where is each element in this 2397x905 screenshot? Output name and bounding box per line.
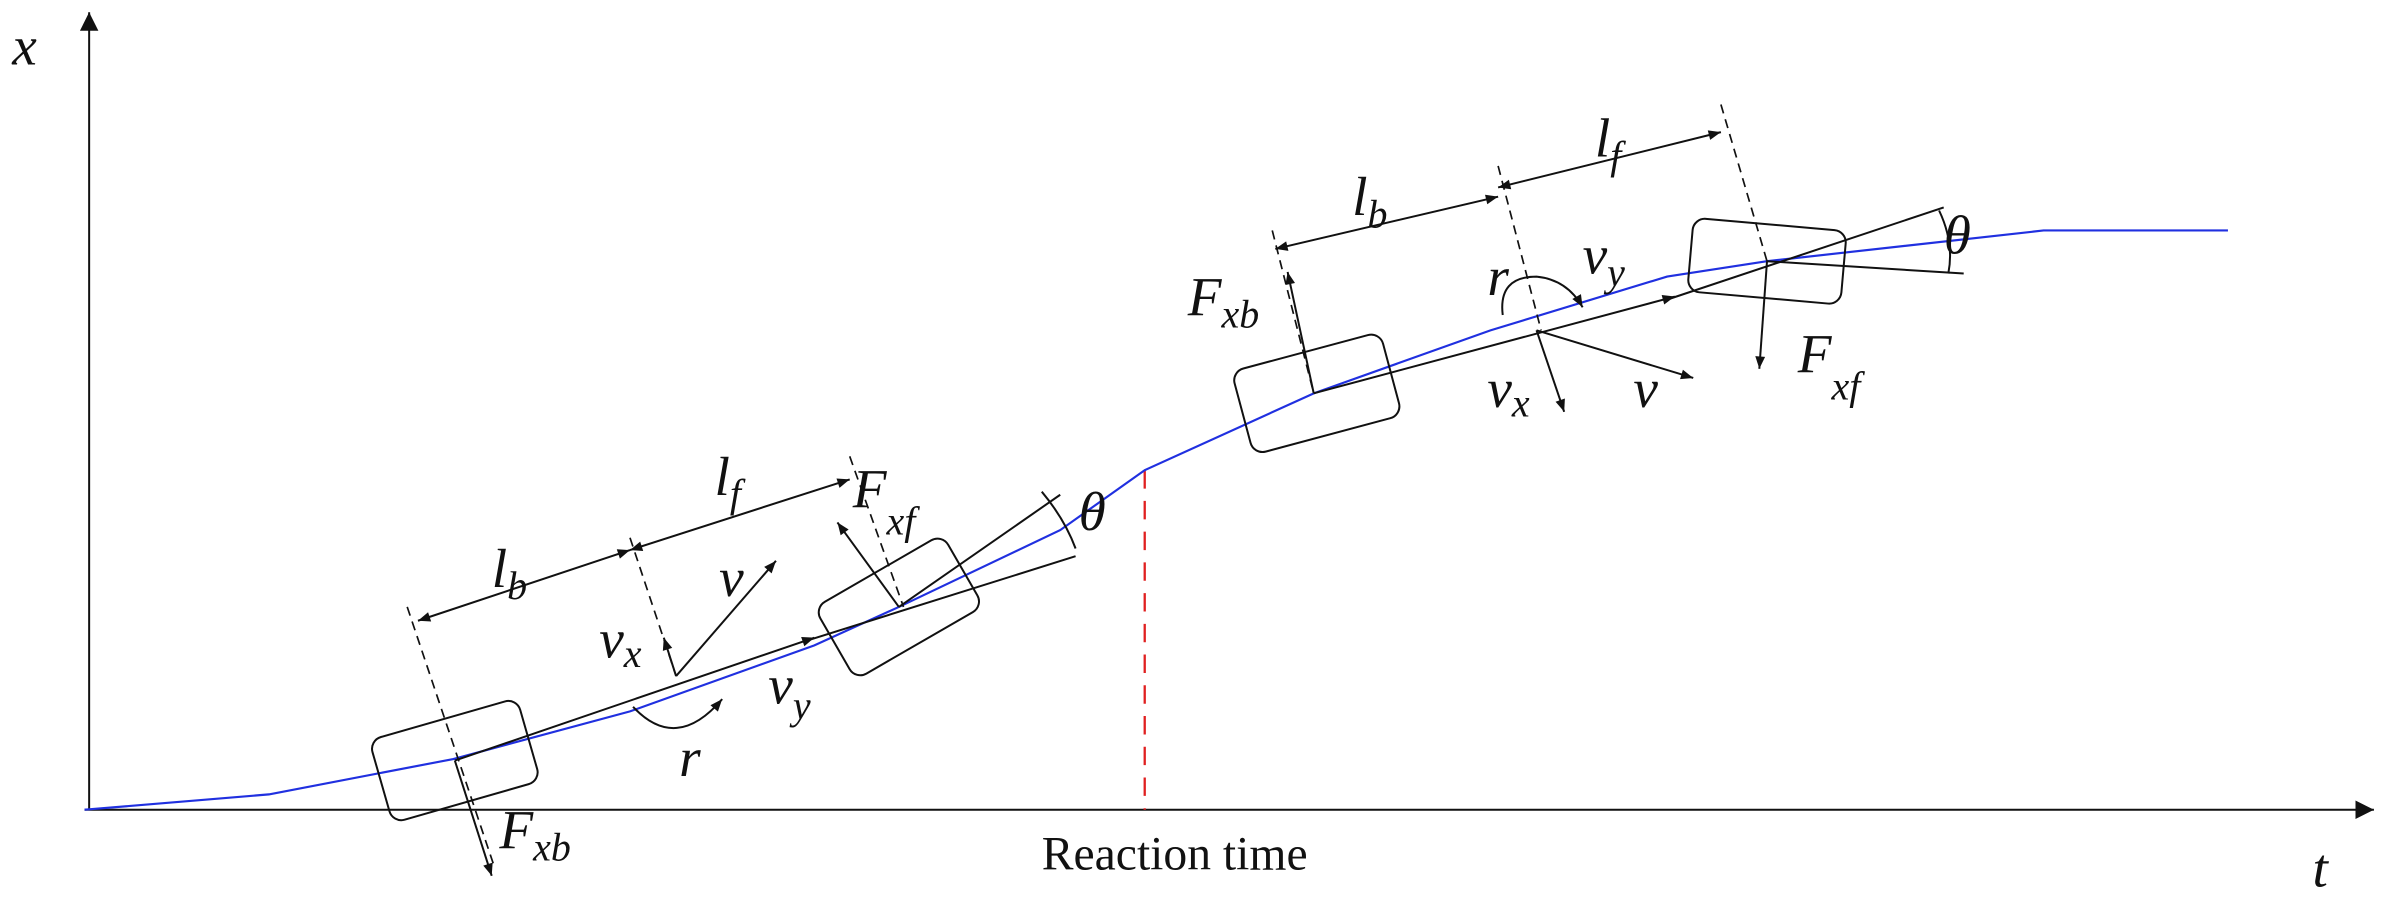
dimension [1275, 194, 1499, 251]
vx-arrow [1535, 330, 1566, 413]
dashed [406, 606, 496, 869]
force-arrow [836, 521, 900, 608]
vx-arrow [662, 637, 678, 677]
label: r [679, 727, 701, 788]
label: vy [768, 655, 811, 728]
trajectory [84, 229, 2228, 811]
axis-label: t [2312, 838, 2329, 899]
v-arrow [1536, 329, 1694, 380]
axis-label: x [11, 16, 37, 77]
label: θ [1944, 205, 1971, 266]
theta-arc [1938, 210, 1952, 274]
label: vy [1583, 224, 1626, 294]
dimension [629, 478, 851, 552]
dashed [1271, 230, 1315, 394]
force-arrow [453, 760, 493, 877]
dashed [629, 537, 677, 677]
label: r [1487, 246, 1509, 307]
label: lf [1595, 108, 1626, 178]
label: v [719, 547, 744, 608]
heading-line [1313, 294, 1676, 395]
label: vx [1487, 358, 1530, 425]
label: Fxf [1797, 323, 1866, 409]
dimension [417, 549, 631, 622]
car [371, 699, 539, 822]
label: Fxf [852, 458, 921, 544]
label: lf [715, 446, 746, 516]
v-arrow [675, 560, 777, 677]
dashed [848, 456, 905, 608]
force-arrow [1755, 261, 1769, 369]
label: vx [599, 609, 642, 676]
force-arrow [1285, 271, 1315, 394]
label: v [1633, 358, 1658, 419]
car [817, 537, 980, 677]
label: Fxb [498, 799, 570, 869]
r-arc [1501, 275, 1584, 316]
dimension [1497, 130, 1722, 190]
dashed [1720, 104, 1768, 262]
theta-arc [1041, 491, 1077, 549]
label: Fxb [1187, 266, 1259, 336]
theta-line [1766, 260, 1964, 275]
theta-line [898, 493, 1061, 608]
dashed [1497, 165, 1542, 331]
reaction-label: Reaction time [1042, 829, 1308, 881]
label: lb [492, 538, 527, 608]
heading-line [806, 555, 1076, 642]
label: θ [1079, 481, 1106, 542]
heading-line [1666, 206, 1945, 301]
heading-line [454, 636, 815, 762]
label: lb [1352, 166, 1387, 236]
r-arc [632, 698, 723, 730]
